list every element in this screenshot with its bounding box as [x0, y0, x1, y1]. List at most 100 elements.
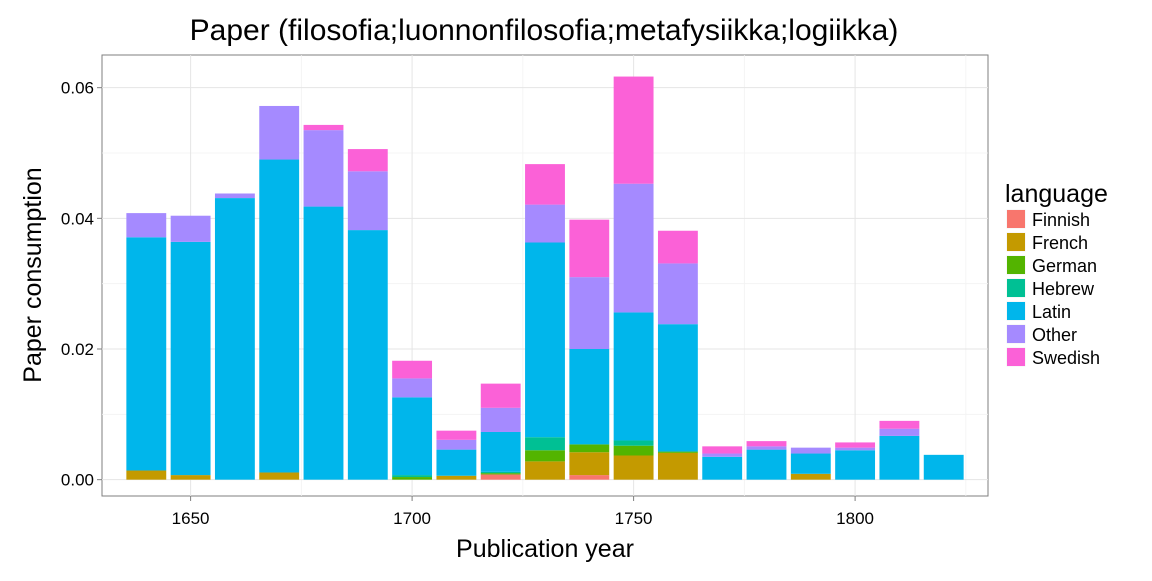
bar-segment-latin-1820	[923, 454, 964, 480]
bar-segment-french-1640	[126, 470, 167, 480]
bar-segment-latin-1660	[214, 198, 255, 480]
x-tick-label: 1800	[836, 509, 874, 528]
x-tick-label: 1750	[615, 509, 653, 528]
y-tick-label: 0.00	[61, 471, 94, 490]
bar-segment-latin-1690	[347, 230, 388, 480]
bar-segment-french-1670	[259, 472, 300, 480]
legend-label-swedish: Swedish	[1032, 348, 1100, 368]
bar-segment-latin-1730	[525, 242, 565, 438]
bar-segment-other-1720	[480, 407, 521, 432]
bar-segment-swedish-1810	[879, 420, 920, 429]
bar-segment-swedish-1770	[702, 446, 743, 454]
x-axis: 1650 1700 1750 1800	[172, 496, 874, 528]
bar-segment-french-1650	[170, 475, 211, 480]
bar-segment-latin-1680	[303, 206, 344, 480]
legend-swatch-german	[1007, 256, 1025, 274]
legend-swatch-latin	[1007, 302, 1025, 320]
bar-segment-german-1740	[569, 444, 610, 453]
legend-swatch-swedish	[1007, 348, 1025, 366]
bar-segment-swedish-1720	[480, 383, 521, 408]
bar-segment-french-1760	[657, 452, 698, 480]
bar-segment-french-1710	[436, 475, 477, 480]
bars-layer	[126, 76, 964, 480]
bar-segment-swedish-1800	[835, 442, 876, 448]
bar-segment-swedish-1780	[746, 441, 787, 447]
bar-segment-other-1700	[392, 378, 433, 398]
bar-segment-other-1810	[879, 428, 920, 436]
bar-segment-swedish-1740	[569, 219, 610, 278]
x-axis-label: Publication year	[456, 535, 634, 563]
bar-segment-german-1750	[613, 445, 654, 456]
bar-segment-swedish-1680	[303, 124, 344, 131]
y-tick-label: 0.04	[61, 209, 94, 228]
legend-label-finnish: Finnish	[1032, 210, 1090, 230]
bar-segment-finnish-1720	[480, 474, 521, 480]
bar-segment-other-1800	[835, 447, 876, 451]
bar-segment-hebrew-1750	[613, 440, 654, 446]
bar-segment-french-1730	[525, 461, 565, 480]
legend-swatch-finnish	[1007, 210, 1025, 228]
bar-segment-latin-1750	[613, 312, 654, 441]
y-axis: 0.00 0.02 0.04 0.06	[61, 79, 102, 490]
bar-segment-other-1650	[170, 215, 211, 242]
bar-segment-other-1710	[436, 439, 477, 450]
bar-segment-other-1730	[525, 204, 565, 243]
y-tick-label: 0.02	[61, 340, 94, 359]
legend-title: language	[1005, 180, 1108, 208]
bar-segment-other-1750	[613, 183, 654, 313]
bar-segment-latin-1650	[170, 241, 211, 476]
bar-segment-french-1740	[569, 452, 610, 476]
bar-segment-swedish-1760	[657, 230, 698, 264]
x-tick-label: 1700	[393, 509, 431, 528]
bar-segment-other-1740	[569, 277, 610, 349]
bar-segment-latin-1770	[702, 456, 743, 480]
bar-segment-hebrew-1700	[392, 475, 433, 478]
bar-segment-swedish-1710	[436, 430, 477, 440]
legend-swatch-other	[1007, 325, 1025, 343]
bar-segment-swedish-1690	[347, 149, 388, 172]
bar-segment-other-1690	[347, 171, 388, 231]
bar-segment-finnish-1740	[569, 475, 610, 480]
bar-segment-german-1730	[525, 450, 565, 462]
x-tick-label: 1650	[172, 509, 210, 528]
bar-segment-other-1780	[746, 446, 787, 450]
bar-segment-other-1770	[702, 453, 743, 457]
bar-segment-other-1680	[303, 130, 344, 207]
y-axis-label: Paper consumption	[19, 167, 47, 382]
legend-label-hebrew: Hebrew	[1032, 279, 1095, 299]
legend: language Finnish French German Hebrew Latin O…	[1005, 180, 1108, 368]
bar-segment-latin-1810	[879, 435, 920, 480]
bar-segment-other-1760	[657, 263, 698, 325]
bar-segment-other-1790	[790, 447, 831, 454]
bar-segment-german-1760	[657, 451, 698, 453]
legend-label-latin: Latin	[1032, 302, 1071, 322]
bar-segment-other-1670	[259, 105, 300, 160]
bar-segment-swedish-1750	[613, 76, 654, 184]
y-tick-label: 0.06	[61, 79, 94, 98]
bar-segment-latin-1760	[657, 324, 698, 452]
bar-segment-other-1640	[126, 213, 167, 238]
legend-swatch-hebrew	[1007, 279, 1025, 297]
bar-segment-latin-1720	[480, 431, 521, 472]
bar-segment-latin-1700	[392, 397, 433, 476]
bar-segment-hebrew-1720	[480, 471, 521, 474]
chart-title: Paper (filosofia;luonnonfilosofia;metafy…	[190, 14, 899, 47]
bar-segment-latin-1790	[790, 453, 831, 474]
legend-label-other: Other	[1032, 325, 1077, 345]
bar-segment-latin-1740	[569, 349, 610, 445]
bar-segment-latin-1710	[436, 449, 477, 476]
bar-segment-french-1750	[613, 455, 654, 480]
bar-segment-swedish-1700	[392, 360, 433, 379]
legend-items: Finnish French German Hebrew Latin Other Swedi…	[1005, 208, 1100, 368]
bar-segment-latin-1670	[259, 159, 300, 473]
bar-segment-hebrew-1730	[525, 437, 565, 451]
bar-segment-german-1720	[480, 473, 521, 475]
legend-label-french: French	[1032, 233, 1088, 253]
bar-segment-latin-1800	[835, 450, 876, 480]
bar-segment-other-1660	[214, 193, 255, 199]
legend-swatch-french	[1007, 233, 1025, 251]
bar-segment-latin-1640	[126, 237, 167, 471]
bar-segment-german-1700	[392, 477, 433, 480]
